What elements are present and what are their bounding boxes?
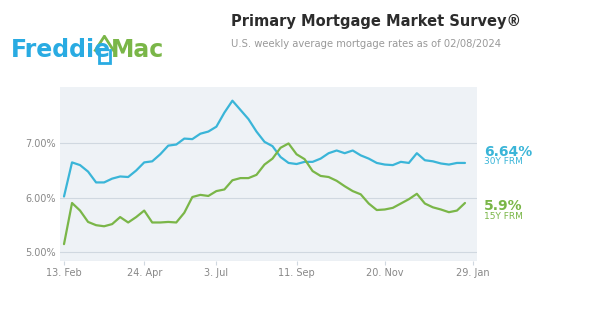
Text: 30Y FRM: 30Y FRM xyxy=(484,157,523,166)
Text: 6.64%: 6.64% xyxy=(484,145,532,159)
Text: Primary Mortgage Market Survey®: Primary Mortgage Market Survey® xyxy=(231,14,521,29)
Text: Freddie: Freddie xyxy=(11,38,111,62)
Text: Mac: Mac xyxy=(111,38,164,62)
Text: 15Y FRM: 15Y FRM xyxy=(484,212,523,221)
Text: 5.9%: 5.9% xyxy=(484,199,523,213)
Text: U.S. weekly average mortgage rates as of 02/08/2024: U.S. weekly average mortgage rates as of… xyxy=(231,39,501,49)
